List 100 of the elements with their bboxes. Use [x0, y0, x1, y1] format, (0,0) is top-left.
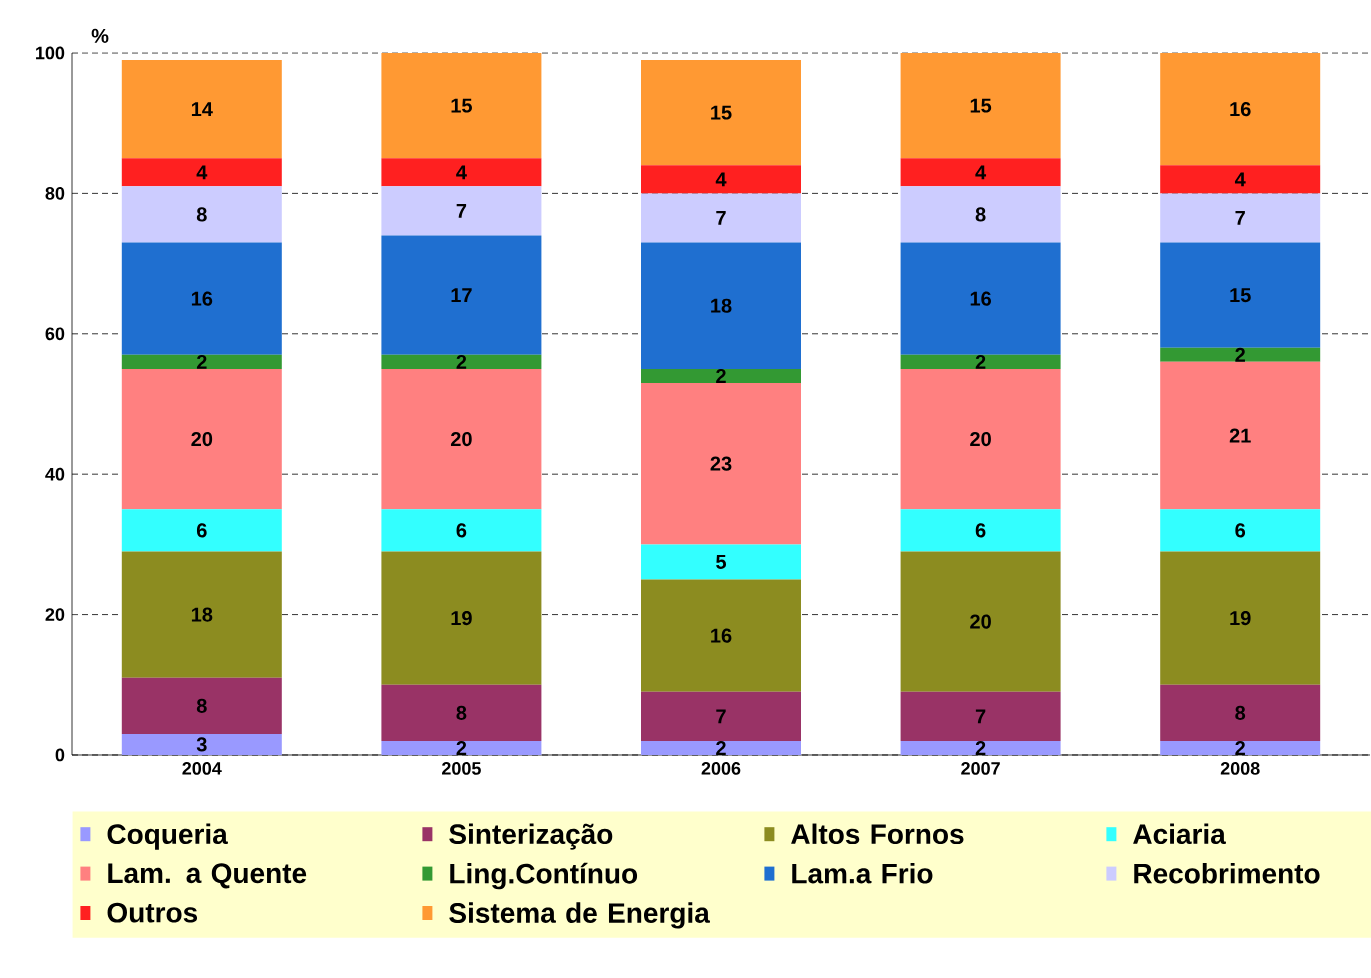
data-label: 16 — [970, 291, 992, 306]
data-label: 4 — [456, 165, 467, 180]
data-label: 8 — [975, 207, 986, 222]
data-label: 19 — [451, 611, 472, 626]
bar — [900, 158, 1061, 187]
bar — [900, 368, 1061, 510]
data-label: 7 — [975, 709, 986, 724]
data-label: 15 — [451, 98, 472, 113]
bar — [900, 551, 1061, 692]
legend-label: Ling.Contínuo — [450, 862, 638, 890]
bar — [381, 354, 542, 369]
bar — [1160, 551, 1321, 685]
data-label: 19 — [1230, 611, 1251, 626]
bar — [1160, 165, 1321, 194]
bar — [1160, 242, 1321, 348]
bar — [121, 733, 282, 755]
legend-label: Sinterização — [449, 823, 613, 850]
bar — [121, 186, 282, 243]
legend-label: Coqueria — [107, 823, 228, 850]
data-label: 4 — [715, 172, 727, 187]
bar — [381, 158, 542, 187]
bar — [381, 52, 542, 159]
data-label: 16 — [1230, 102, 1251, 117]
data-label: 20 — [970, 614, 991, 629]
x-tick-label: 2008 — [1220, 762, 1260, 775]
bar — [641, 382, 801, 545]
data-label: 2 — [975, 740, 986, 755]
data-label: 8 — [196, 698, 207, 713]
data-label: 8 — [196, 207, 207, 222]
legend-label: Sistema de Energia — [449, 902, 710, 929]
bar — [1160, 347, 1321, 362]
y-tick-label: 60 — [45, 327, 65, 341]
data-label: 4 — [975, 165, 987, 180]
x-tick-label: 2007 — [961, 762, 1000, 775]
data-label: 6 — [196, 523, 207, 538]
bar — [1160, 361, 1321, 510]
data-label: 17 — [451, 288, 472, 303]
data-label: 4 — [196, 165, 208, 180]
bar — [641, 193, 801, 243]
bar — [381, 368, 542, 510]
data-label: 15 — [970, 98, 992, 113]
bar — [641, 165, 801, 194]
bar — [641, 740, 801, 755]
bar — [1160, 684, 1321, 741]
bar — [381, 551, 542, 685]
legend-label: Outros — [107, 902, 198, 923]
data-label: 8 — [1235, 705, 1246, 720]
x-tick-label: 2006 — [701, 762, 741, 775]
bar — [641, 368, 801, 383]
y-tick-label: 100 — [36, 46, 65, 60]
data-label: 15 — [711, 105, 732, 120]
bar — [381, 235, 542, 355]
data-label: 2 — [1235, 740, 1245, 755]
bar — [641, 691, 801, 741]
bar — [381, 186, 542, 236]
bar — [121, 158, 282, 187]
bar — [900, 242, 1061, 355]
bar — [121, 368, 282, 510]
bar — [381, 684, 542, 741]
data-label: 20 — [970, 432, 991, 447]
data-label: 2 — [716, 368, 726, 383]
legend-label: Aciaria — [1133, 823, 1226, 845]
y-tick-label: 80 — [45, 187, 65, 200]
bar — [1160, 52, 1321, 166]
data-label: 2 — [1235, 347, 1245, 362]
data-label: 16 — [191, 291, 213, 306]
bar — [641, 242, 801, 369]
data-label: 6 — [1235, 523, 1246, 538]
data-label: 16 — [711, 628, 732, 643]
bar — [121, 60, 282, 159]
bar — [641, 579, 801, 692]
bar — [121, 551, 282, 678]
data-label: 18 — [711, 298, 732, 313]
x-tick-label: 2004 — [182, 762, 222, 775]
bar — [381, 509, 542, 552]
bar — [381, 740, 542, 755]
data-label: 3 — [196, 737, 207, 752]
data-label: 23 — [710, 456, 732, 471]
bar — [900, 354, 1061, 369]
data-label: 20 — [450, 432, 472, 447]
data-label: 21 — [1229, 428, 1251, 443]
data-label: 2 — [716, 740, 726, 755]
bar — [900, 186, 1061, 243]
bar — [121, 354, 282, 369]
data-label: 15 — [1230, 288, 1251, 303]
data-label: 20 — [191, 432, 213, 447]
bar — [121, 242, 282, 355]
data-label: 4 — [1234, 172, 1246, 187]
bar — [1160, 193, 1321, 243]
legend-label: Recobrimento — [1134, 862, 1320, 884]
bar — [900, 691, 1061, 741]
bar — [900, 509, 1061, 552]
data-label: 2 — [456, 740, 467, 755]
y-tick-label: 20 — [45, 608, 65, 621]
data-label: 7 — [1235, 211, 1245, 225]
data-label: 14 — [191, 102, 213, 117]
data-label: 7 — [456, 204, 467, 218]
bar — [900, 52, 1061, 159]
bar — [641, 544, 801, 580]
legend-label: Lam. a Quente — [108, 863, 307, 889]
